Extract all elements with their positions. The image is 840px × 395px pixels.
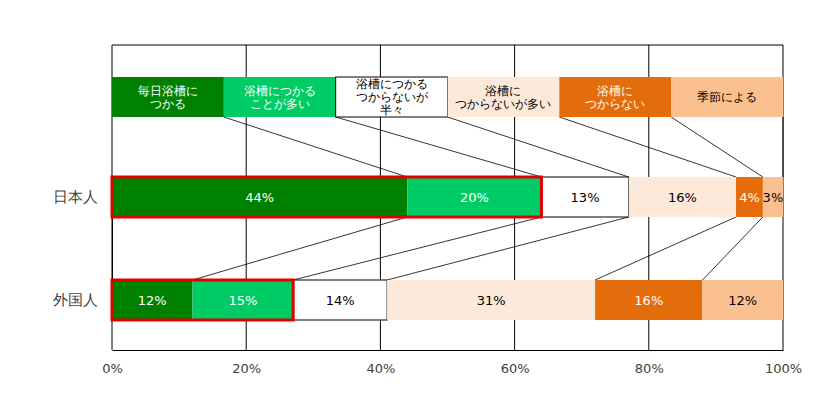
legend-label-line: ことが多い	[250, 97, 310, 111]
data-label: 44%	[245, 190, 274, 205]
y-tick: 日本人	[53, 188, 112, 206]
legend-label: 毎日浴槽につかる	[138, 84, 198, 111]
legend-label-line: つからないが多い	[455, 97, 551, 111]
legend-label-line: 毎日浴槽に	[138, 84, 198, 98]
y-axis: 日本人外国人	[53, 188, 113, 309]
series-connector	[595, 217, 736, 280]
bar-segment	[629, 177, 736, 217]
legend-connector	[783, 117, 784, 177]
x-tick: 100%	[765, 350, 802, 376]
series-connector	[387, 217, 629, 280]
series-connector	[293, 217, 541, 280]
legend-connector	[448, 117, 629, 177]
x-axis: 0% 20% 40% 60% 80% 100%	[102, 350, 802, 376]
bar-segment	[112, 177, 407, 217]
legend-label: 浴槽につかるつからないが半々	[356, 77, 429, 117]
x-tick-label: 100%	[765, 361, 802, 376]
legend-label: 季節による	[697, 90, 757, 104]
highlight-box	[112, 280, 293, 320]
series-connector	[702, 217, 762, 280]
x-axis-line	[113, 350, 784, 351]
bar-segment	[736, 177, 763, 217]
x-tick-label: 80%	[635, 361, 664, 376]
legend-label: 浴槽につかることが多い	[244, 84, 316, 111]
bar-segment	[407, 177, 541, 217]
legend-label-line: 浴槽につかる	[356, 77, 428, 91]
data-label: 15%	[228, 293, 257, 308]
legend-item: 季節による	[671, 77, 783, 117]
legend-swatch	[448, 77, 560, 117]
category-label: 日本人	[53, 188, 98, 206]
legend-label-line: 半々	[380, 103, 404, 117]
legend-label-line: つからないが	[356, 90, 429, 104]
bar-segment	[702, 280, 783, 320]
legend-item: 浴槽につからない	[559, 77, 671, 117]
legend-label: 浴槽につからないが多い	[455, 84, 551, 111]
highlight-box	[112, 177, 541, 217]
series-connector	[193, 217, 408, 280]
data-label: 16%	[634, 293, 663, 308]
x-tick: 40%	[366, 350, 395, 376]
legend-item: 浴槽につからないが多い	[448, 77, 560, 117]
x-tick-label: 20%	[232, 361, 261, 376]
data-label: 12%	[138, 293, 167, 308]
data-label: 20%	[460, 190, 489, 205]
data-label: 16%	[668, 190, 697, 205]
bar-segment	[595, 280, 702, 320]
x-tick-label: 40%	[366, 361, 395, 376]
legend-item: 浴槽につかることが多い	[224, 77, 336, 117]
data-label: 4%	[739, 190, 760, 205]
legend-connector	[336, 117, 542, 177]
legend: 毎日浴槽につかる浴槽につかることが多い浴槽につかるつからないが半々浴槽につからな…	[112, 77, 783, 117]
chart: 0% 20% 40% 60% 80% 100% 日本人外国人 44% 12% 20% 15% 13% 1…	[0, 0, 840, 395]
data-labels: 44% 12% 20% 15% 13% 14% 16% 31% 4% 16% 3% 12%	[138, 190, 783, 308]
x-tick: 80%	[635, 350, 664, 376]
legend-swatch	[112, 77, 224, 117]
x-tick-label: 0%	[102, 361, 123, 376]
legend-label-line: 浴槽につかる	[244, 84, 316, 98]
x-tick: 0%	[102, 350, 123, 376]
legend-connector	[224, 117, 407, 177]
legend-connector	[559, 117, 736, 177]
data-label: 13%	[571, 190, 600, 205]
data-label: 14%	[326, 293, 355, 308]
bar-segment	[541, 177, 628, 217]
bar-segment	[763, 177, 783, 217]
bar-segment	[293, 280, 387, 320]
legend-label-line: 浴槽に	[597, 84, 633, 98]
legend-label: 浴槽につからない	[585, 84, 645, 111]
legend-label-line: 浴槽に	[485, 84, 521, 98]
legend-label-line: つかる	[150, 97, 186, 111]
highlights	[112, 177, 541, 320]
data-label: 12%	[728, 293, 757, 308]
data-label: 31%	[477, 293, 506, 308]
category-label: 外国人	[53, 291, 98, 309]
frame-top	[112, 45, 783, 46]
x-tick-label: 60%	[501, 361, 530, 376]
y-tick: 外国人	[53, 291, 112, 309]
bars	[112, 177, 783, 320]
x-tick: 20%	[232, 350, 261, 376]
legend-label-line: 季節による	[697, 90, 757, 104]
legend-swatch	[671, 77, 783, 117]
legend-label-line: つからない	[585, 97, 645, 111]
x-tick: 60%	[501, 350, 530, 376]
bar-segment	[112, 280, 193, 320]
legend-swatch	[559, 77, 671, 117]
data-label: 3%	[763, 190, 784, 205]
bar-segment	[193, 280, 294, 320]
legend-item: 浴槽につかるつからないが半々	[336, 77, 448, 117]
legend-swatch	[336, 77, 448, 117]
legend-swatch	[224, 77, 336, 117]
grid	[112, 45, 783, 350]
legend-item: 毎日浴槽につかる	[112, 77, 224, 117]
bar-segment	[387, 280, 595, 320]
legend-connector	[671, 117, 763, 177]
